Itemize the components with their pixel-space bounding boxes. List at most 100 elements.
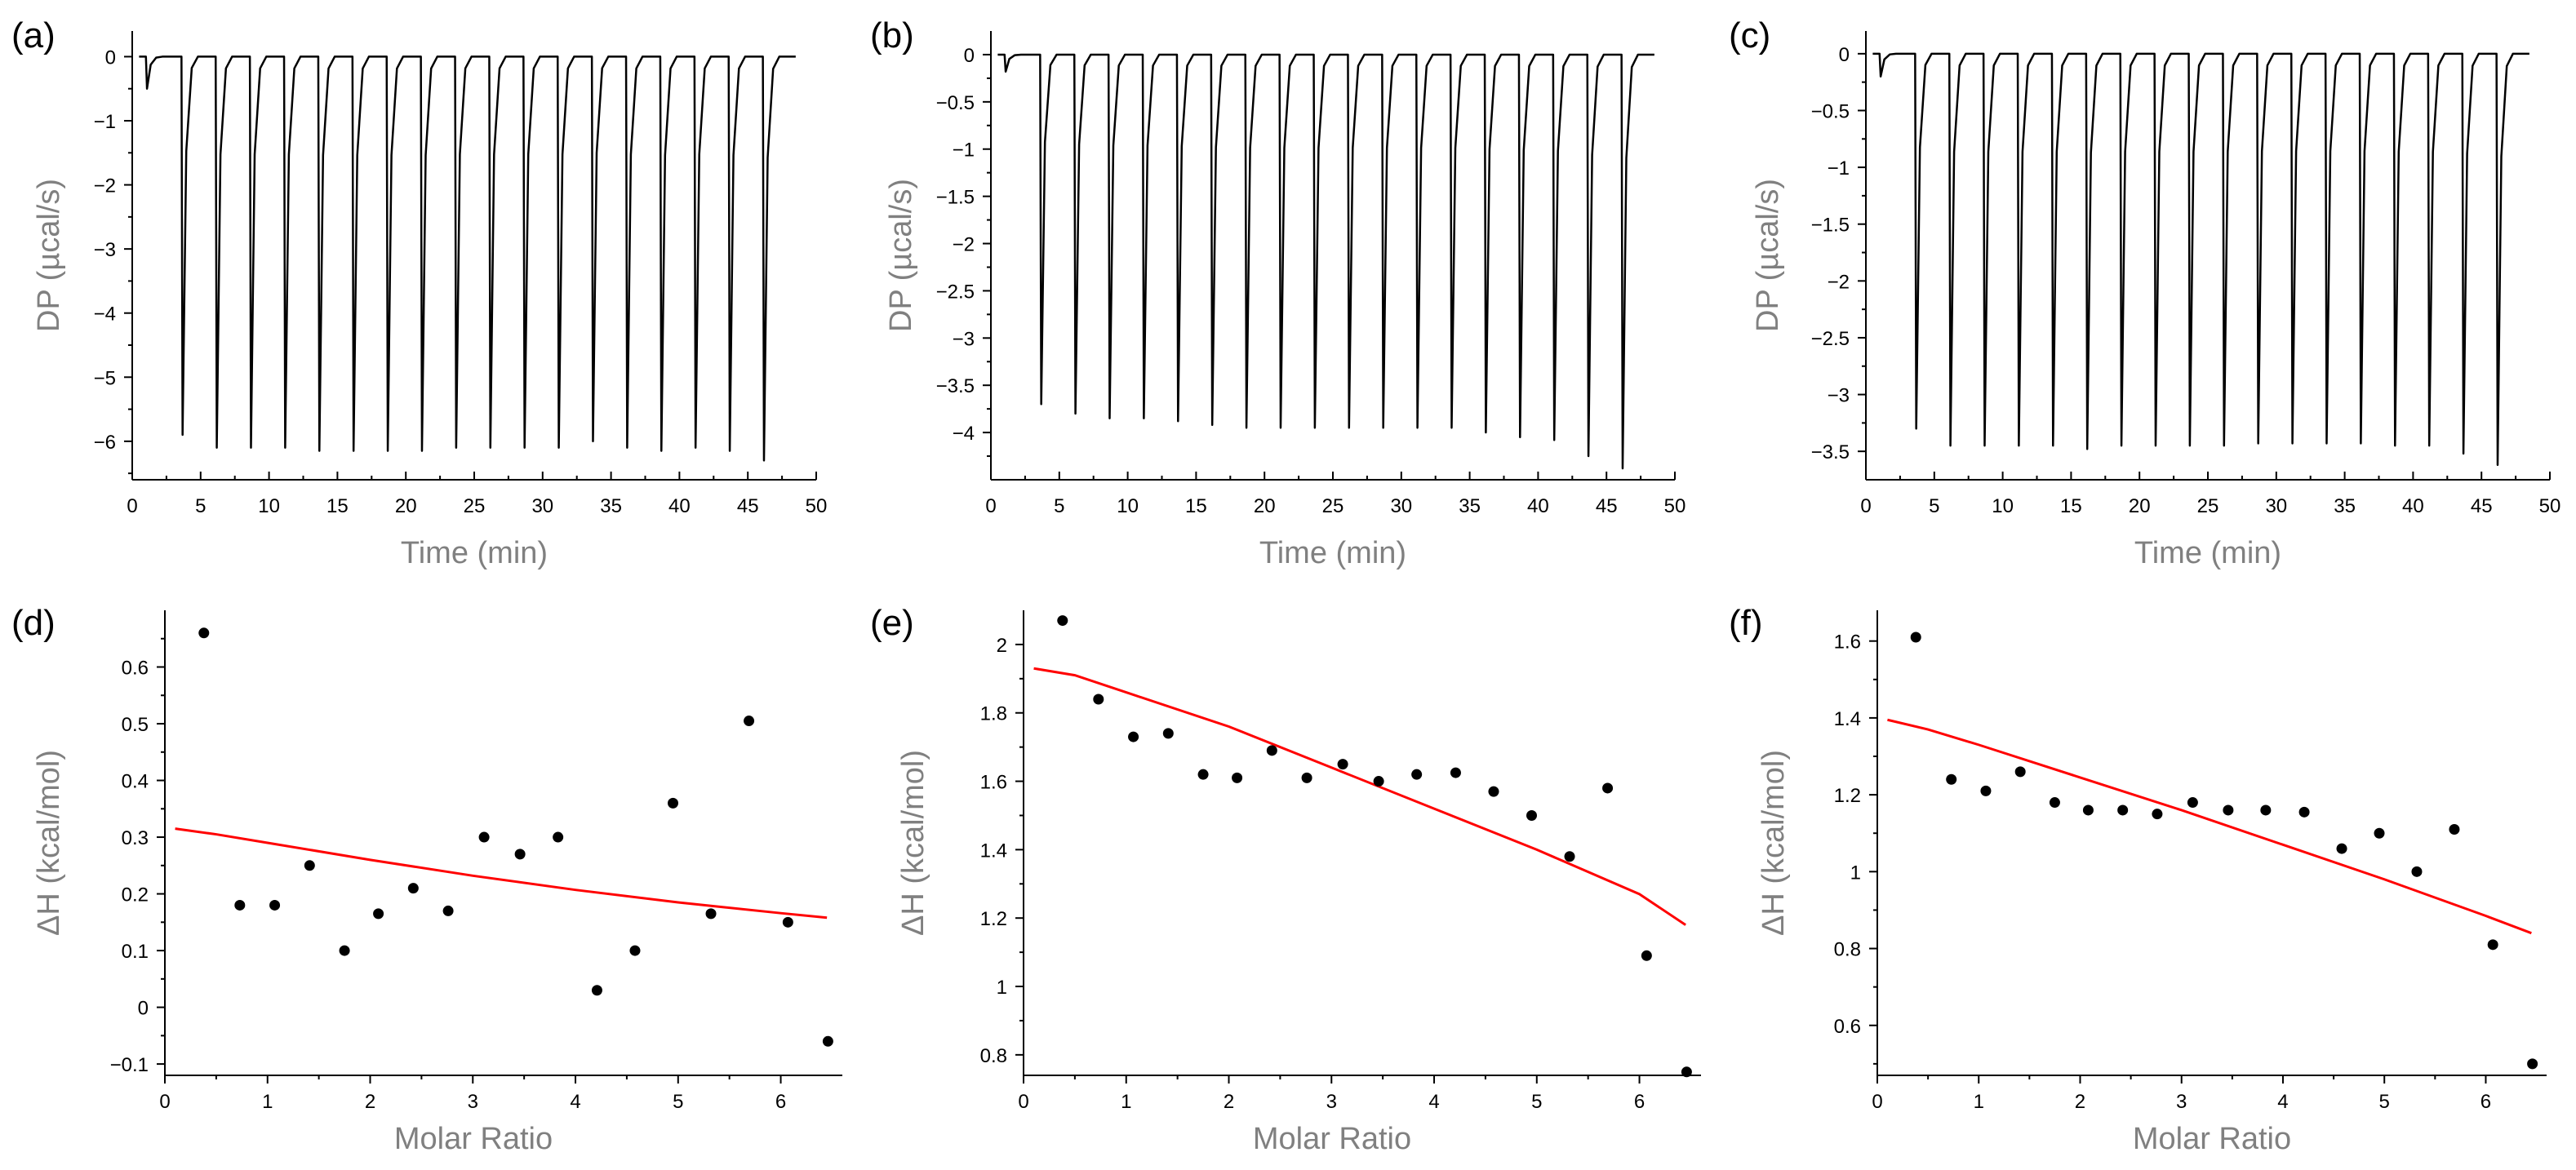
y-tick-label: −3.5 xyxy=(936,375,975,397)
x-tick-label: 1 xyxy=(262,1091,273,1113)
data-point xyxy=(1337,759,1348,770)
x-tick-label: 3 xyxy=(1326,1091,1337,1113)
panel-b: (b) 0 5 10 15 20 25 30 35 40 45 50 0 −0.5 −1 −1.5 −2 −2.… xyxy=(870,16,1686,570)
data-point xyxy=(2298,806,2310,818)
x-tick-label: 50 xyxy=(1664,495,1686,517)
x-tick-label: 0 xyxy=(1872,1091,1882,1113)
data-point xyxy=(2374,827,2385,839)
y-tick-label: 1.2 xyxy=(980,908,1007,930)
data-point xyxy=(198,627,210,639)
panel-c: (c) 0 5 10 15 20 25 30 35 40 45 50 0 −0.5 −1 −1.5 −2 −2.… xyxy=(1729,16,2560,570)
y-tick-label: −1 xyxy=(1828,157,1850,179)
y-tick-label: −2 xyxy=(953,234,975,256)
fit-line xyxy=(1033,667,1686,926)
x-tick-label: 2 xyxy=(365,1091,375,1113)
data-point xyxy=(553,831,564,843)
panel-label: (a) xyxy=(11,16,56,55)
x-tick-label: 20 xyxy=(2129,495,2151,517)
y-tick-label: 0.8 xyxy=(980,1045,1007,1067)
x-tick-label: 50 xyxy=(806,495,828,517)
data-point xyxy=(407,883,419,894)
x-tick-label: 15 xyxy=(2060,495,2082,517)
y-tick-label: −6 xyxy=(94,432,116,454)
y-axis-title: ΔH (kcal/mol) xyxy=(1757,750,1791,936)
data-point xyxy=(2082,804,2094,816)
y-tick-label: −2 xyxy=(94,175,116,197)
x-tick-label: 0 xyxy=(127,495,137,517)
panel-f: (f) 0 1 2 3 4 5 60.60.811.21.41.6 Molar Ratio … xyxy=(1729,603,2547,1156)
y-tick-label: −2 xyxy=(1828,271,1850,293)
data-point xyxy=(705,908,717,920)
thermogram-line xyxy=(997,53,1654,470)
y-axis-title: ΔH (kcal/mol) xyxy=(896,750,930,936)
y-tick-label: 1.4 xyxy=(980,840,1007,862)
y-tick-label: 0.4 xyxy=(122,771,149,793)
x-tick-label: 3 xyxy=(2176,1091,2187,1113)
x-tick-label: 25 xyxy=(2197,495,2219,517)
x-axis-title: Molar Ratio xyxy=(2133,1122,2291,1156)
axes: 0 5 10 15 20 25 30 35 40 45 50 0 −0.5 −1 −1.5 −2 −2.5 −3 −… xyxy=(1811,31,2560,517)
y-tick-label: −0.5 xyxy=(936,92,975,114)
data-point xyxy=(373,908,384,920)
data-point xyxy=(2449,824,2460,835)
fit-line xyxy=(1887,718,2532,935)
x-tick-label: 45 xyxy=(1596,495,1618,517)
data-point xyxy=(1128,731,1139,742)
data-point xyxy=(1564,851,1575,862)
data-point xyxy=(1197,769,1209,780)
x-tick-label: 0 xyxy=(1018,1091,1028,1113)
data-point xyxy=(442,905,454,916)
x-tick-label: 1 xyxy=(1121,1091,1131,1113)
data-point xyxy=(744,716,755,727)
data-point xyxy=(1162,728,1174,739)
data-point xyxy=(629,945,641,956)
data-point xyxy=(1373,776,1384,787)
data-point xyxy=(2336,843,2347,854)
fit-line xyxy=(175,827,828,920)
y-tick-label: 0.8 xyxy=(1834,939,1861,961)
x-tick-label: 2 xyxy=(2075,1091,2085,1113)
x-tick-label: 45 xyxy=(2471,495,2493,517)
panel-label: (d) xyxy=(11,603,56,643)
axes: 0 1 2 3 4 5 6 0.8 1 1.2 1.4 1.6 1.8 2 xyxy=(980,610,1701,1113)
data-point xyxy=(2117,804,2129,816)
y-tick-label: 0 xyxy=(138,998,149,1020)
y-tick-label: 1 xyxy=(997,977,1007,999)
x-tick-label: 30 xyxy=(1390,495,1412,517)
x-tick-label: 35 xyxy=(1459,495,1481,517)
x-tick-label: 15 xyxy=(1185,495,1207,517)
x-tick-label: 5 xyxy=(195,495,206,517)
x-tick-label: 40 xyxy=(668,495,691,517)
x-tick-label: 35 xyxy=(600,495,622,517)
y-axis-title: DP (µcal/s) xyxy=(32,179,66,332)
x-axis-title: Time (min) xyxy=(401,536,548,570)
y-tick-label: −1 xyxy=(953,140,975,162)
data-point xyxy=(591,985,602,996)
data-point xyxy=(1602,782,1614,794)
data-point xyxy=(1910,632,1921,643)
y-tick-label: −0.1 xyxy=(110,1054,149,1076)
x-tick-label: 30 xyxy=(531,495,553,517)
y-tick-label: −2.5 xyxy=(1811,328,1850,350)
panel-label: (e) xyxy=(870,603,914,643)
y-tick-label: −1 xyxy=(94,111,116,133)
thermogram-line xyxy=(1872,52,2529,467)
x-tick-label: 10 xyxy=(1117,495,1139,517)
y-axis-title: ΔH (kcal/mol) xyxy=(32,750,66,936)
y-tick-label: −3 xyxy=(94,239,116,261)
data-point xyxy=(514,849,526,860)
panel-d: (d) 0 1 2 3 4 5 6 −0.1 0 0.1 0.2 0.3 0.4 0.5 0.6 Molar… xyxy=(11,603,842,1156)
data-point xyxy=(1266,745,1277,756)
data-point xyxy=(2527,1058,2538,1070)
y-tick-label: 0 xyxy=(105,47,116,69)
y-tick-label: −4 xyxy=(953,423,975,445)
y-tick-label: 0 xyxy=(1839,44,1850,66)
axes: 0 5 10 15 20 25 30 35 40 45 50 0 −1 −2 −3 −4 −5 −6 xyxy=(94,31,828,517)
x-tick-label: 5 xyxy=(1929,495,1939,517)
x-axis-title: Molar Ratio xyxy=(394,1122,553,1156)
axes: 0 1 2 3 4 5 6 0.6 0.8 1 1.2 1.4 1.6 xyxy=(1834,610,2547,1113)
x-tick-label: 4 xyxy=(2277,1091,2288,1113)
x-tick-label: 3 xyxy=(468,1091,478,1113)
x-tick-label: 5 xyxy=(1054,495,1064,517)
data-point xyxy=(1301,772,1312,783)
